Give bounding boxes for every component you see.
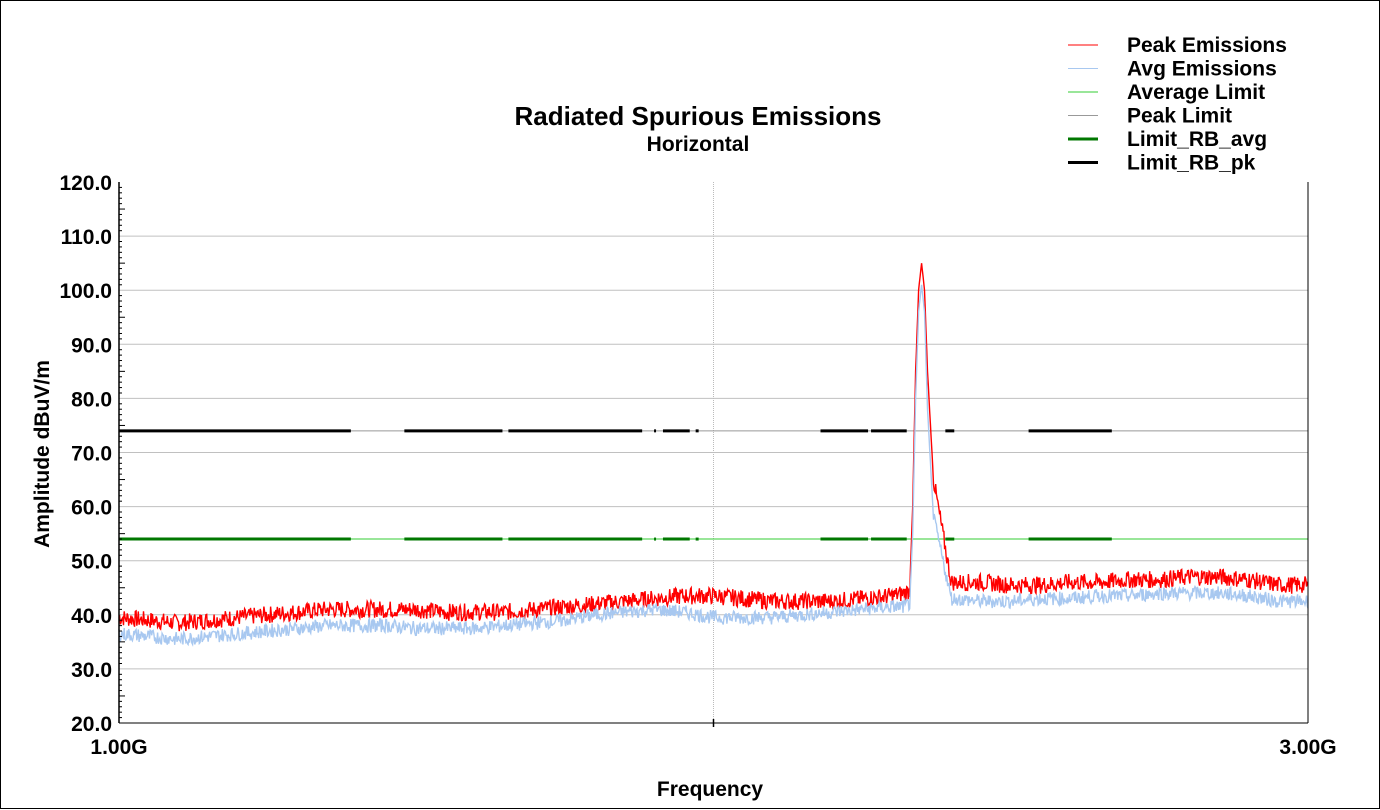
y-tick-label: 20.0 [71,713,112,736]
series-line-avg-emissions [118,284,1309,647]
series-line-peak-emissions [118,263,1309,632]
legend-label: Limit_RB_pk [1127,152,1256,175]
x-tick-label: 1.00G [90,736,147,759]
legend-label: Limit_RB_avg [1127,128,1267,151]
chart-subtitle: Horizontal [647,133,750,156]
legend-label: Average Limit [1127,81,1265,104]
x-axis-label: Frequency [657,778,764,801]
chart-title: Radiated Spurious Emissions [515,101,882,131]
legend-label: Peak Emissions [1127,34,1287,57]
y-tick-label: 50.0 [71,551,112,574]
legend-label: Peak Limit [1127,105,1232,128]
y-tick-label: 40.0 [71,605,112,628]
y-tick-label: 70.0 [71,443,112,466]
y-tick-label: 30.0 [71,659,112,682]
y-tick-label: 90.0 [71,334,112,357]
y-axis-label: Amplitude dBuV/m [31,360,54,548]
axes: 20.0 30.0 40.0 50.0 60.0 70.0 80.0 90.0 100.0 110… [59,172,1336,759]
plot-series [118,263,1309,647]
grid [119,182,1308,723]
y-tick-label: 120.0 [59,172,112,195]
y-tick-label: 110.0 [61,226,112,249]
x-tick-label: 3.00G [1279,736,1336,759]
y-tick-label: 100.0 [59,280,112,303]
y-tick-label: 60.0 [71,497,112,520]
y-tick-label: 80.0 [71,388,112,411]
legend-label: Avg Emissions [1127,58,1277,81]
